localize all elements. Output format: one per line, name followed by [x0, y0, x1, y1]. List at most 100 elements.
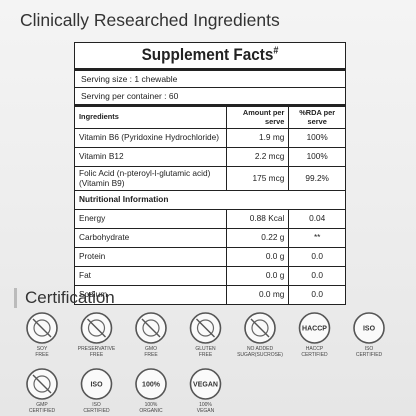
table-cell: 0.22 g [226, 228, 289, 248]
badge-label: ISO [92, 402, 101, 408]
badge-slash [32, 318, 52, 338]
table-cell: 0.0 [288, 247, 345, 267]
table-row: Energy 0.88 Kcal 0.04 [75, 209, 345, 229]
badge-glyph [33, 319, 51, 337]
facts-title-mark: # [273, 45, 279, 57]
table-cell: 2.2 mcg [226, 147, 289, 167]
table-cell: 0.0 g [226, 247, 289, 267]
badge-label: VEGAN [197, 408, 215, 414]
table-cell: %RDA per serve [288, 103, 345, 129]
badge-icon [135, 368, 167, 400]
table-cell: 0.0 mg [226, 285, 289, 305]
badge-label: CERTIFIED [83, 408, 110, 414]
badge-label: NO ADDED [247, 346, 274, 352]
table-cell: Fat [75, 266, 227, 286]
badge-slash [87, 318, 106, 338]
table-cell: ** [288, 228, 345, 248]
badges: SOYFREEPRESERVATIVEFREEGMOFREEGLUTENFREE… [26, 312, 385, 414]
badge-icon-text: VEGAN [193, 382, 218, 389]
badge-label: FREE [35, 352, 49, 358]
badge-label: SUGAR(SUCROSE) [237, 352, 283, 358]
table-row: Sodium 0.0 mg 0.0 [75, 285, 345, 305]
table-cell: Vitamin B6 (Pyridoxine Hydrochloride) [75, 128, 227, 148]
badge-icon-text: ISO [363, 326, 376, 333]
table-cell: Sodium [75, 285, 227, 305]
badge-label: GLUTEN [195, 346, 216, 352]
badge-glyph [33, 375, 51, 393]
badge-label: HACCP [306, 346, 324, 352]
badge-label: SOY [37, 346, 48, 352]
facts-body: Ingredients Amount per serve %RDA per serv… [75, 103, 345, 305]
badge-icon-text: ISO [90, 382, 103, 389]
table-cell: 175 mcg [226, 166, 289, 191]
badge-icon [353, 312, 385, 344]
table-cell: Amount per serve [226, 103, 289, 129]
table-cell: 1.9 mg [226, 128, 289, 148]
badge-slash [32, 374, 52, 394]
badge-glyph [142, 319, 160, 337]
table-cell: 0.0 [288, 285, 345, 305]
badge-slash [250, 318, 270, 338]
table-row: Vitamin B6 (Pyridoxine Hydrochloride) 1.9… [75, 128, 345, 148]
badge-label: 100% [145, 402, 158, 408]
badge-label: CERTIFIED [301, 352, 328, 358]
table-row: Ingredients Amount per serve %RDA per serv… [75, 103, 345, 129]
badge-slash [196, 318, 215, 338]
badge-icon [189, 368, 222, 400]
badge-icon [298, 312, 331, 344]
badge-label: CERTIFIED [29, 408, 56, 414]
supplement-facts: Supplement Facts# Serving size : 1 chewa… [74, 42, 346, 306]
badge-slash [141, 318, 161, 338]
table-cell: 0.88 Kcal [226, 209, 289, 229]
table-cell: Vitamin B12 [75, 147, 227, 167]
badge-label: ORGANIC [139, 408, 163, 414]
table-cell: 100% [288, 128, 345, 148]
table-cell: 0.04 [288, 209, 345, 229]
badge-label: CERTIFIED [356, 352, 383, 358]
table-cell: 0.0 [288, 266, 345, 286]
badge-icon [80, 368, 113, 400]
table-row: Protein 0.0 g 0.0 [75, 247, 345, 267]
table-row: Vitamin B12 2.2 mcg 100% [75, 147, 345, 167]
badge-label: GMO [145, 346, 157, 352]
table-row: Folic Acid (n-pteroyl-l-glutamic acid) (… [75, 166, 345, 191]
serving-size: Serving size : 1 chewable [75, 68, 345, 87]
table-cell: Protein [75, 247, 227, 267]
badge-label: PRESERVATIVE [78, 346, 116, 352]
table-cell: Folic Acid (n-pteroyl-l-glutamic acid) (… [75, 166, 227, 191]
badge-label: FREE [199, 352, 213, 358]
badge-label: GMP [36, 402, 48, 408]
table-cell: Carbohydrate [75, 228, 227, 248]
table-cell: 99.2% [288, 166, 345, 191]
table-row: Nutritional Information [75, 190, 345, 210]
badge-label: FREE [90, 352, 104, 358]
badge-glyph [196, 319, 215, 337]
table-cell: Energy [75, 209, 227, 229]
table-cell: Nutritional Information [75, 190, 345, 210]
servings: Serving per container : 60 [75, 87, 345, 104]
table-cell: 0.0 g [226, 266, 289, 286]
badge: 100%100%ORGANIC [135, 368, 167, 414]
badge-glyph [87, 319, 106, 337]
facts-title: Supplement Facts# [89, 43, 332, 68]
badge-glyph [251, 319, 269, 337]
facts-title-text: Supplement Facts [141, 45, 274, 64]
facts-table: Ingredients Amount per serve %RDA per serv… [75, 103, 345, 305]
table-row: Carbohydrate 0.22 g ** [75, 228, 345, 248]
table-cell: 100% [288, 147, 345, 167]
badge-label: ISO [365, 346, 374, 352]
section-title: Certification [14, 288, 115, 308]
badge-icon-text: HACCP [302, 326, 327, 333]
section-title: Clinically Researched Ingredients [20, 10, 280, 30]
badge-label: FREE [144, 352, 158, 358]
